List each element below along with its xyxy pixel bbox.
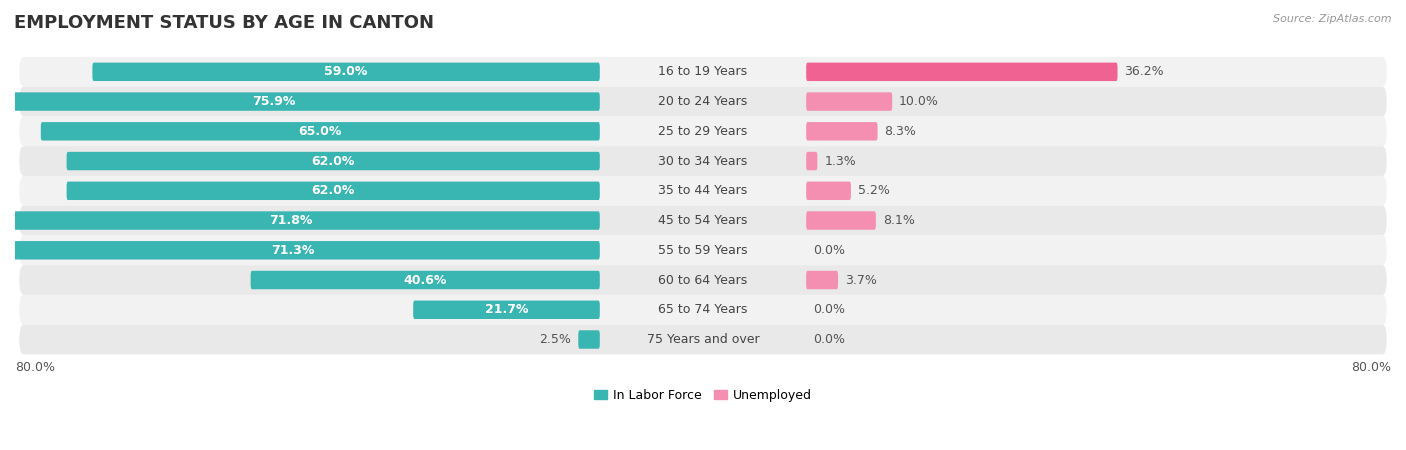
Text: 8.3%: 8.3%	[884, 125, 917, 138]
FancyBboxPatch shape	[0, 241, 600, 260]
FancyBboxPatch shape	[806, 182, 851, 200]
Text: 16 to 19 Years: 16 to 19 Years	[658, 65, 748, 78]
Text: 59.0%: 59.0%	[325, 65, 368, 78]
Text: 1.3%: 1.3%	[824, 154, 856, 167]
Text: Source: ZipAtlas.com: Source: ZipAtlas.com	[1274, 14, 1392, 23]
FancyBboxPatch shape	[41, 122, 600, 140]
FancyBboxPatch shape	[806, 152, 817, 170]
Text: 65 to 74 Years: 65 to 74 Years	[658, 303, 748, 316]
FancyBboxPatch shape	[66, 182, 600, 200]
Text: 20 to 24 Years: 20 to 24 Years	[658, 95, 748, 108]
Text: 35 to 44 Years: 35 to 44 Years	[658, 184, 748, 197]
Text: 62.0%: 62.0%	[312, 154, 354, 167]
FancyBboxPatch shape	[20, 87, 1386, 117]
FancyBboxPatch shape	[93, 63, 600, 81]
Text: 8.1%: 8.1%	[883, 214, 915, 227]
FancyBboxPatch shape	[20, 57, 1386, 87]
Text: 3.7%: 3.7%	[845, 274, 877, 287]
Text: 10.0%: 10.0%	[898, 95, 939, 108]
Text: 21.7%: 21.7%	[485, 303, 529, 316]
FancyBboxPatch shape	[806, 212, 876, 230]
Text: 71.3%: 71.3%	[271, 244, 315, 257]
FancyBboxPatch shape	[20, 206, 1386, 235]
FancyBboxPatch shape	[20, 176, 1386, 206]
FancyBboxPatch shape	[20, 324, 1386, 355]
Text: 75.9%: 75.9%	[252, 95, 295, 108]
FancyBboxPatch shape	[0, 92, 600, 111]
Text: 71.8%: 71.8%	[270, 214, 312, 227]
Text: 80.0%: 80.0%	[15, 361, 55, 374]
Text: 30 to 34 Years: 30 to 34 Years	[658, 154, 748, 167]
Text: 40.6%: 40.6%	[404, 274, 447, 287]
Text: 45 to 54 Years: 45 to 54 Years	[658, 214, 748, 227]
Text: 2.5%: 2.5%	[540, 333, 571, 346]
Text: 55 to 59 Years: 55 to 59 Years	[658, 244, 748, 257]
Text: 25 to 29 Years: 25 to 29 Years	[658, 125, 748, 138]
FancyBboxPatch shape	[806, 92, 893, 111]
FancyBboxPatch shape	[806, 122, 877, 140]
FancyBboxPatch shape	[0, 212, 600, 230]
Text: 0.0%: 0.0%	[813, 244, 845, 257]
Text: EMPLOYMENT STATUS BY AGE IN CANTON: EMPLOYMENT STATUS BY AGE IN CANTON	[14, 14, 434, 32]
Text: 80.0%: 80.0%	[1351, 361, 1391, 374]
Text: 5.2%: 5.2%	[858, 184, 890, 197]
Text: 60 to 64 Years: 60 to 64 Years	[658, 274, 748, 287]
Text: 65.0%: 65.0%	[298, 125, 342, 138]
FancyBboxPatch shape	[20, 117, 1386, 146]
FancyBboxPatch shape	[20, 265, 1386, 295]
FancyBboxPatch shape	[806, 63, 1118, 81]
FancyBboxPatch shape	[806, 271, 838, 289]
Text: 36.2%: 36.2%	[1125, 65, 1164, 78]
FancyBboxPatch shape	[578, 330, 600, 349]
FancyBboxPatch shape	[250, 271, 600, 289]
Text: 62.0%: 62.0%	[312, 184, 354, 197]
FancyBboxPatch shape	[66, 152, 600, 170]
Text: 0.0%: 0.0%	[813, 333, 845, 346]
FancyBboxPatch shape	[20, 235, 1386, 265]
Text: 75 Years and over: 75 Years and over	[647, 333, 759, 346]
FancyBboxPatch shape	[20, 295, 1386, 324]
FancyBboxPatch shape	[413, 301, 600, 319]
Text: 0.0%: 0.0%	[813, 303, 845, 316]
FancyBboxPatch shape	[20, 146, 1386, 176]
Legend: In Labor Force, Unemployed: In Labor Force, Unemployed	[589, 384, 817, 407]
